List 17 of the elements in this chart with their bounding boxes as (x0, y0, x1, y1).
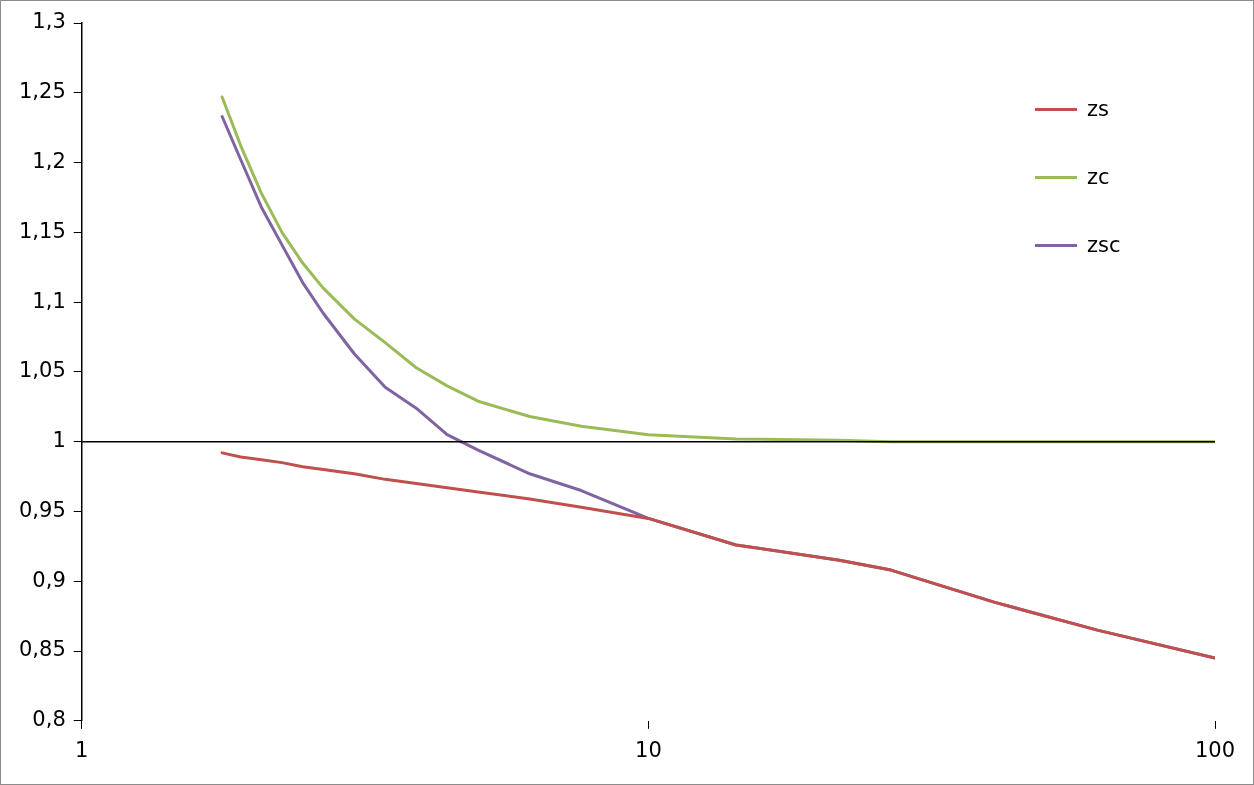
legend-label: zsc (1087, 233, 1121, 257)
y-tick-label: 0,95 (18, 497, 66, 522)
y-tick-label: 1,1 (32, 288, 66, 313)
y-tick-label: 1,25 (18, 79, 66, 104)
y-tick-label: 1 (52, 428, 66, 453)
x-tick-label: 10 (635, 737, 662, 762)
x-tick-label: 100 (1194, 737, 1236, 762)
x-tick-label: 1 (75, 737, 89, 762)
y-tick-label: 0,8 (32, 707, 66, 732)
y-tick-label: 1,05 (18, 358, 66, 383)
y-tick-label: 0,9 (32, 567, 66, 592)
y-tick-label: 0,85 (18, 637, 66, 662)
legend-label: zs (1087, 97, 1109, 121)
y-tick-label: 1,15 (18, 218, 66, 243)
y-tick-label: 1,2 (32, 149, 66, 174)
legend-label: zc (1087, 165, 1110, 189)
y-tick-label: 1,3 (32, 9, 66, 34)
